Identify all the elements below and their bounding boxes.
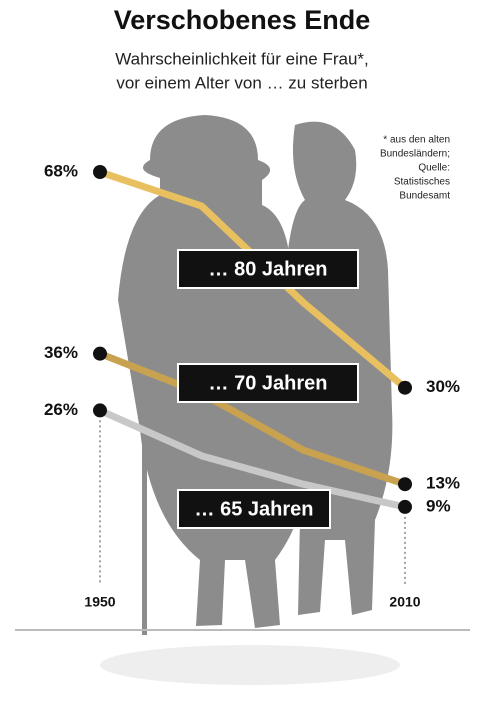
note-line: * aus den alten xyxy=(383,135,450,146)
value-label: 68% xyxy=(44,161,78,180)
point xyxy=(93,346,107,361)
series-line xyxy=(98,407,406,511)
point xyxy=(398,477,412,492)
series-label-box xyxy=(177,489,331,529)
point xyxy=(398,499,412,514)
series-line xyxy=(98,350,407,488)
legend-label: … 65 Jahren xyxy=(195,498,314,520)
note-line: Quelle: xyxy=(418,163,450,174)
value-label: 9% xyxy=(426,496,451,515)
subtitle: vor einem Alter von … zu sterben xyxy=(116,73,367,92)
value-label: 30% xyxy=(426,377,460,396)
shadow xyxy=(100,645,400,685)
note-line: Bundesamt xyxy=(399,191,450,202)
x-tick-label: 1950 xyxy=(84,594,115,610)
value-label: 13% xyxy=(426,474,460,493)
value-label: 26% xyxy=(44,400,78,419)
legend-label: … 70 Jahren xyxy=(209,372,328,394)
subtitle: Wahrscheinlichkeit für eine Frau*, xyxy=(115,49,369,68)
series-label-box xyxy=(177,363,359,403)
x-tick-label: 2010 xyxy=(389,594,420,610)
value-label: 36% xyxy=(44,343,78,362)
series-label-box xyxy=(177,249,359,289)
legend-label: … 80 Jahren xyxy=(209,258,328,280)
note-line: Bundesländern; xyxy=(380,149,450,160)
point xyxy=(93,165,107,179)
point xyxy=(93,403,107,418)
note-line: Statistisches xyxy=(394,177,450,188)
chart-title: Verschobenes Ende xyxy=(114,5,371,35)
point xyxy=(398,380,412,395)
